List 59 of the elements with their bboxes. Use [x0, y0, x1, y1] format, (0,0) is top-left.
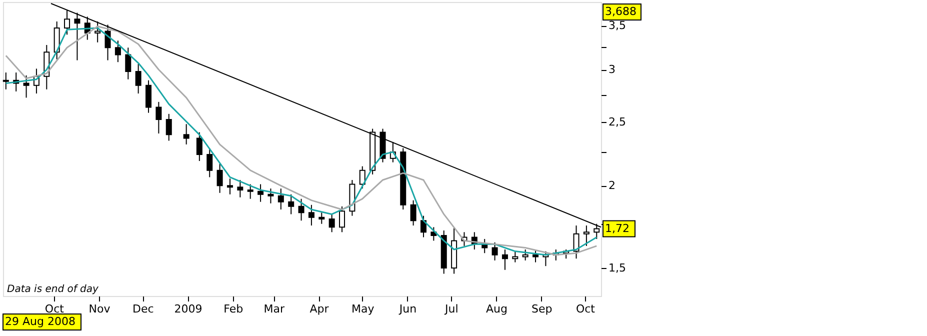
- candlestick: [156, 101, 162, 134]
- candlestick: [125, 47, 132, 80]
- candlestick: [268, 188, 274, 204]
- x-tick-label: Oct: [576, 302, 596, 316]
- x-tick-label: Jul: [444, 302, 458, 316]
- candlestick: [328, 214, 335, 233]
- candlestick: [420, 215, 426, 238]
- y-tick-label: 3,5: [608, 19, 626, 32]
- candlestick: [359, 166, 366, 190]
- candlestick: [146, 80, 152, 114]
- candlestick: [74, 12, 80, 61]
- candlestick: [183, 124, 190, 145]
- candlestick: [318, 212, 325, 224]
- candlestick: [288, 194, 294, 215]
- candlestick: [216, 163, 223, 194]
- candlestick: [247, 184, 254, 200]
- y-tick-label: 2,5: [608, 115, 626, 128]
- y-tick-label: 2: [608, 179, 616, 192]
- x-tick-label: Nov: [88, 302, 111, 316]
- candlestick: [196, 132, 202, 162]
- x-tick-label: Oct: [44, 302, 65, 316]
- y-tick-label: 3: [608, 63, 616, 76]
- x-tick-label: Mar: [264, 302, 285, 316]
- y-tick-label: 1,5: [608, 261, 626, 274]
- x-tick-label: 2009: [174, 302, 202, 316]
- candlestick: [583, 225, 590, 246]
- text: 1,72: [605, 222, 630, 235]
- candlestick: [258, 184, 264, 202]
- candlestick: [64, 10, 70, 36]
- text: 29 Aug 2008: [5, 315, 76, 328]
- candlestick: [308, 204, 314, 226]
- x-tick-label: Apr: [310, 302, 330, 316]
- candlestick: [410, 200, 416, 226]
- candlestick: [532, 249, 539, 263]
- candlestick: [226, 178, 233, 195]
- candlestick: [237, 179, 244, 198]
- candlestick: [23, 74, 30, 98]
- candlestick: [573, 225, 580, 260]
- candlestick: [522, 249, 528, 261]
- candlestick: [492, 242, 498, 261]
- x-tick-label: May: [352, 302, 375, 316]
- candlestick: [206, 148, 213, 178]
- x-tick-label: Sep: [531, 302, 552, 316]
- x-tick-label: Jun: [398, 302, 417, 316]
- candlestick: [2, 72, 9, 90]
- candlestick: [339, 206, 346, 233]
- x-tick-label: Dec: [132, 302, 154, 316]
- candlestick: [135, 63, 142, 94]
- candlestick: [278, 188, 284, 210]
- candlestick: [512, 250, 518, 263]
- x-tick-label: Aug: [486, 302, 508, 316]
- candlestick: [502, 249, 508, 270]
- candlestick: [94, 20, 101, 43]
- candlestick: [298, 198, 304, 222]
- candlestick: [166, 113, 172, 142]
- annotation: Data is end of day: [7, 284, 100, 295]
- candlestick: [114, 40, 121, 63]
- x-tick-label: Feb: [224, 302, 244, 316]
- text: 3,688: [605, 5, 636, 18]
